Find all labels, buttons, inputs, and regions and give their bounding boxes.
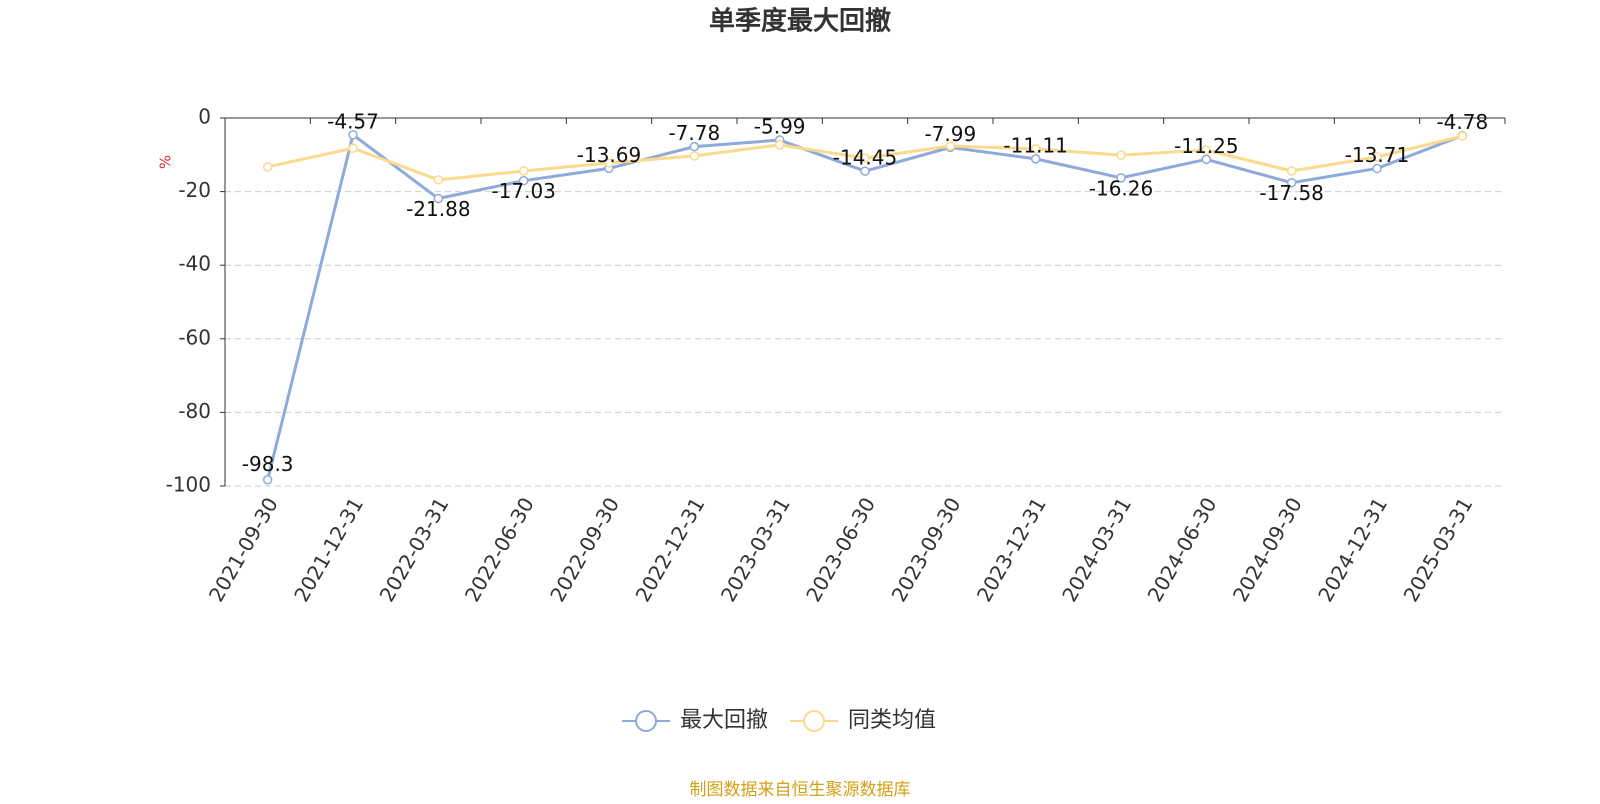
point <box>433 175 444 185</box>
data-label: -14.45 <box>833 146 897 170</box>
x-tick-label: 2021-12-31 <box>289 493 368 606</box>
y-tick-label: -40 <box>178 252 211 276</box>
point <box>1457 131 1468 141</box>
x-tick-label: 2024-12-31 <box>1313 493 1392 606</box>
x-tick-label: 2023-06-30 <box>801 493 880 606</box>
x-tick-label: 2023-12-31 <box>972 493 1051 606</box>
x-tick-label: 2024-06-30 <box>1143 493 1222 606</box>
x-tick-label: 2022-09-30 <box>545 493 624 606</box>
point <box>1286 177 1297 188</box>
point <box>1286 166 1297 176</box>
x-tick-label: 2024-03-31 <box>1057 493 1136 606</box>
data-label: -13.69 <box>577 143 641 167</box>
data-label: -11.11 <box>1003 133 1067 157</box>
y-tick-label: -100 <box>166 473 211 497</box>
legend-marker <box>635 710 657 732</box>
data-label: -4.78 <box>1436 110 1488 134</box>
data-label: -98.3 <box>242 452 294 476</box>
legend-label: 同类均值 <box>848 708 936 733</box>
y-tick-label: -20 <box>178 178 211 202</box>
x-tick-label: 2022-03-31 <box>375 493 454 606</box>
point <box>945 141 956 151</box>
legend-marker <box>803 710 826 732</box>
y-axis-label: % <box>157 155 175 169</box>
point <box>348 143 358 153</box>
x-tick-label: 2023-03-31 <box>716 493 795 606</box>
legend-item[interactable]: 同类均值 <box>790 708 936 733</box>
y-tick-label: -80 <box>178 399 211 423</box>
point <box>604 158 614 168</box>
point <box>262 474 273 485</box>
point <box>1201 145 1212 155</box>
y-tick-label: 0 <box>198 105 211 129</box>
chart-title: 单季度最大回撤 <box>709 6 891 37</box>
point <box>433 193 444 204</box>
source-note: 制图数据来自恒生聚源数据库 <box>690 780 911 800</box>
x-tick-label: 2023-09-30 <box>887 493 966 606</box>
x-tick-label: 2025-03-31 <box>1399 493 1478 606</box>
y-tick-label: -60 <box>178 325 211 349</box>
x-tick-label: 2024-09-30 <box>1228 493 1307 606</box>
data-label: -13.71 <box>1345 143 1409 167</box>
point <box>1116 173 1126 183</box>
data-label: -5.99 <box>754 115 806 139</box>
point <box>518 166 529 176</box>
data-label: -4.57 <box>327 109 379 133</box>
point <box>1030 154 1041 164</box>
data-label: -16.26 <box>1089 176 1153 200</box>
data-label: -17.03 <box>491 179 555 203</box>
legend-item[interactable]: 最大回撤 <box>622 708 768 733</box>
point <box>1372 152 1382 162</box>
point <box>1116 150 1126 160</box>
data-label: -7.78 <box>668 121 720 145</box>
point <box>1201 154 1212 165</box>
point <box>1030 144 1041 154</box>
point <box>689 151 700 161</box>
point <box>518 175 529 186</box>
legend-label: 最大回撤 <box>680 708 768 733</box>
data-label: -21.88 <box>406 197 470 221</box>
x-tick-label: 2021-09-30 <box>204 493 283 606</box>
data-label: -17.58 <box>1259 181 1323 205</box>
data-label: -7.99 <box>924 122 976 146</box>
point <box>860 153 870 163</box>
point <box>774 140 785 150</box>
point <box>689 141 700 152</box>
point <box>348 130 358 140</box>
data-label: -11.25 <box>1174 134 1238 158</box>
x-tick-label: 2022-12-31 <box>631 493 710 606</box>
point <box>860 166 870 176</box>
x-tick-label: 2022-06-30 <box>460 493 539 606</box>
point <box>262 162 273 172</box>
point <box>1372 163 1382 174</box>
